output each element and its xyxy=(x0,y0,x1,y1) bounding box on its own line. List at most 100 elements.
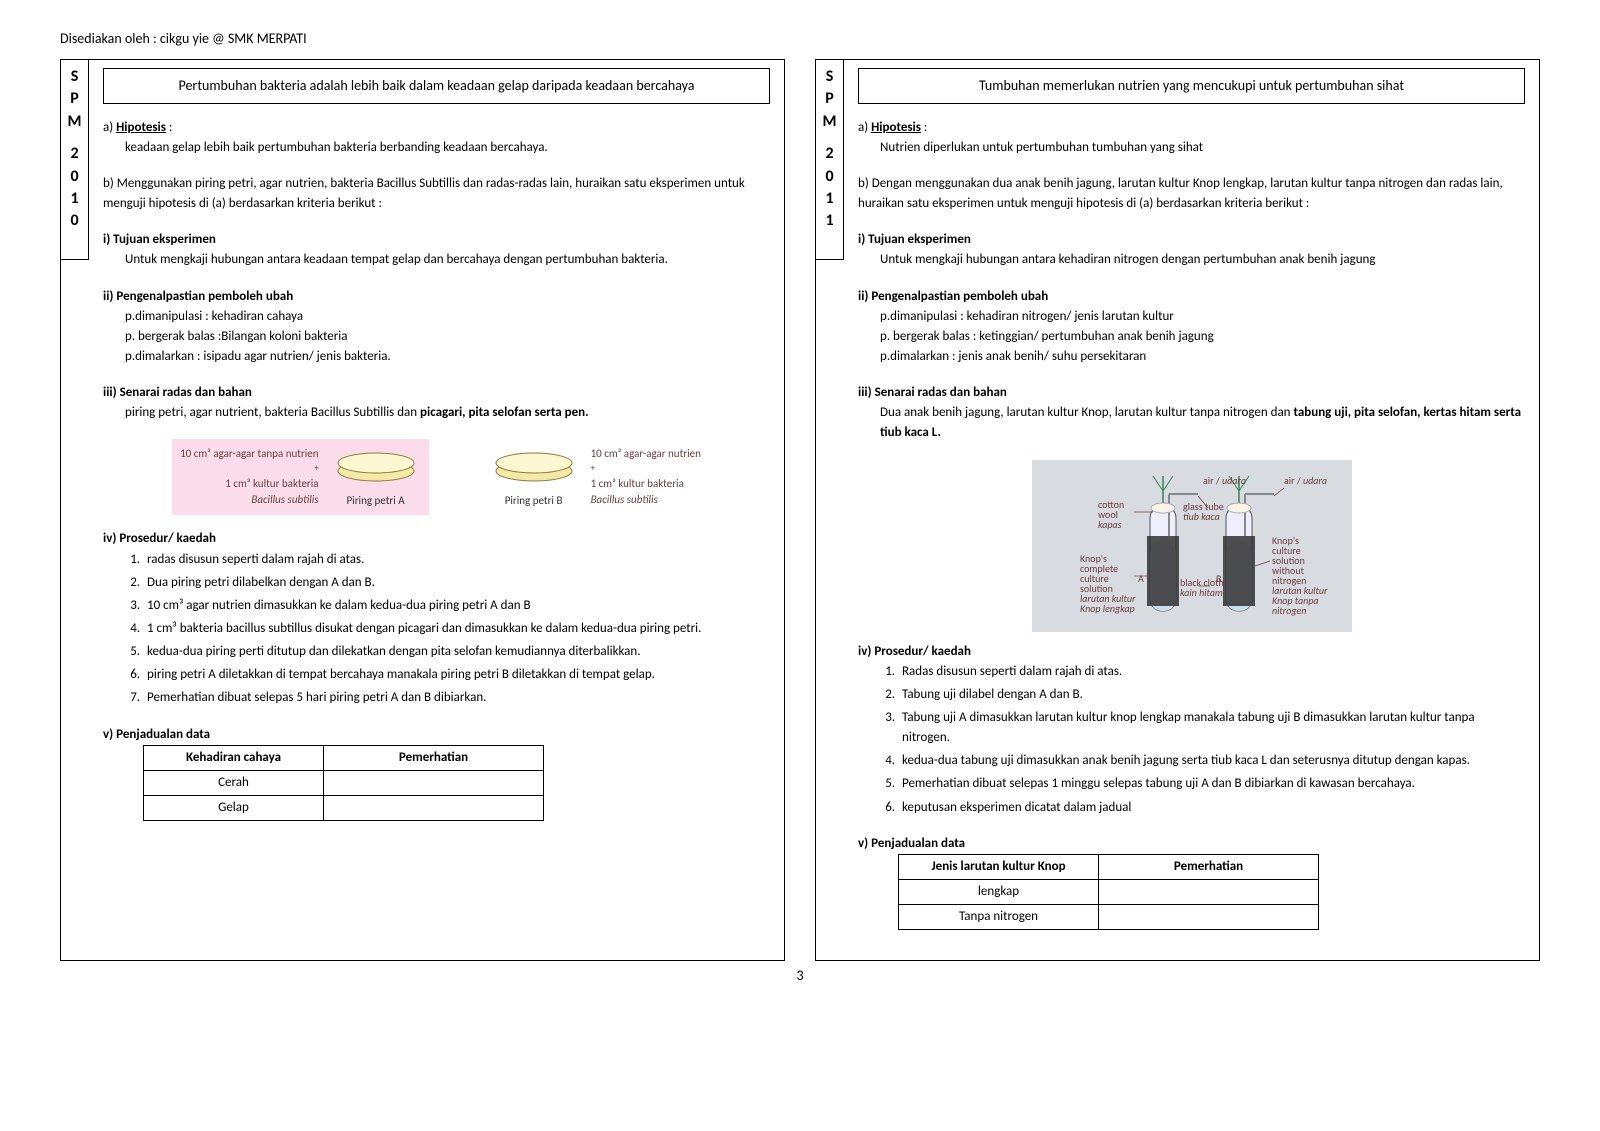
dish-b-caption: Piring petri B xyxy=(489,492,579,509)
section-ii-label: ii) Pengenalpastian pemboleh ubah xyxy=(103,287,770,307)
procedure-step: keputusan eksperimen dicatat dalam jadua… xyxy=(898,798,1525,818)
variable-constant: p.dimalarkan : isipadu agar nutrien/ jen… xyxy=(103,347,770,367)
spm-digit: 2 xyxy=(825,143,833,165)
spm-letter: P xyxy=(70,88,79,110)
test-tubes-icon: cotton wool kapas glass tube tiub kaca a… xyxy=(1038,466,1346,626)
spm-digit: 1 xyxy=(825,188,833,210)
table-header: Kehadiran cahaya xyxy=(144,745,324,770)
section-i-label: i) Tujuan eksperimen xyxy=(103,230,770,250)
spm-year-box-left: S P M 2 0 1 0 xyxy=(61,60,89,260)
right-column: S P M 2 0 1 1 Tumbuhan memerlukan nutrie… xyxy=(815,59,1540,961)
section-ii-label: ii) Pengenalpastian pemboleh ubah xyxy=(858,287,1525,307)
hypothesis-text: keadaan gelap lebih baik pertumbuhan bak… xyxy=(103,138,770,158)
spm-letter: M xyxy=(68,111,82,133)
variable-constant: p.dimalarkan : jenis anak benih/ suhu pe… xyxy=(858,347,1525,367)
spm-digit: 0 xyxy=(70,166,78,188)
procedure-step: radas disusun seperti dalam rajah di ata… xyxy=(143,550,770,570)
table-cell xyxy=(1099,905,1319,930)
spm-letter: P xyxy=(825,88,834,110)
spm-letter: S xyxy=(826,66,834,88)
fig-label: 1 cm³ kultur bakteria xyxy=(591,476,701,493)
hypothesis-heading: Hipotesis xyxy=(871,120,921,135)
variable-responding: p. bergerak balas :Bilangan koloni bakte… xyxy=(103,327,770,347)
experiment-title-right: Tumbuhan memerlukan nutrien yang mencuku… xyxy=(858,68,1525,104)
table-header: Jenis larutan kultur Knop xyxy=(899,854,1099,879)
page-number: 3 xyxy=(60,967,1540,984)
petri-dish-figure: 10 cm³ agar-agar tanpa nutrien + 1 cm³ k… xyxy=(103,439,770,515)
petri-dish-a-icon xyxy=(331,445,421,485)
section-iv-label: iv) Prosedur/ kaedah xyxy=(858,642,1525,662)
svg-text:air / udara: air / udara xyxy=(1203,474,1246,487)
svg-text:nitrogen: nitrogen xyxy=(1272,604,1306,617)
fig-label: 1 cm³ kultur bakteria xyxy=(180,476,318,493)
left-column: S P M 2 0 1 0 Pertumbuhan bakteria adala… xyxy=(60,59,785,961)
left-body: Pertumbuhan bakteria adalah lebih baik d… xyxy=(89,60,784,960)
materials-bold: picagari, pita selofan serta pen. xyxy=(420,405,589,420)
fig-label-italic: Bacillus subtilis xyxy=(591,492,701,509)
svg-text:tiub kaca: tiub kaca xyxy=(1183,510,1220,523)
procedure-step: 1 cm³ bakteria bacillus subtillus disuka… xyxy=(143,619,770,639)
section-v-label: v) Penjadualan data xyxy=(103,725,770,745)
section-i-text: Untuk mengkaji hubungan antara kehadiran… xyxy=(858,250,1525,270)
hypothesis-heading: Hipotesis xyxy=(116,120,166,135)
procedure-step: Tabung uji dilabel dengan A dan B. xyxy=(898,685,1525,705)
procedure-step: Pemerhatian dibuat selepas 1 minggu sele… xyxy=(898,774,1525,794)
hypothesis-text: Nutrien diperlukan untuk pertumbuhan tum… xyxy=(858,138,1525,158)
svg-text:A: A xyxy=(1138,572,1144,585)
section-v-label: v) Penjadualan data xyxy=(858,834,1525,854)
procedure-step: Tabung uji A dimasukkan larutan kultur k… xyxy=(898,708,1525,748)
procedure-list-right: Radas disusun seperti dalam rajah di ata… xyxy=(858,662,1525,818)
fig-label-italic: Bacillus subtilis xyxy=(180,492,318,509)
procedure-step: Radas disusun seperti dalam rajah di ata… xyxy=(898,662,1525,682)
section-a-label: a) xyxy=(103,120,116,135)
spm-digit: 2 xyxy=(70,143,78,165)
spm-digit: 0 xyxy=(825,166,833,188)
procedure-step: 10 cm³ agar nutrien dimasukkan ke dalam … xyxy=(143,596,770,616)
spm-letter: M xyxy=(823,111,837,133)
table-cell xyxy=(324,796,544,821)
variable-responding: p. bergerak balas : ketinggian/ pertumbu… xyxy=(858,327,1525,347)
procedure-step: Dua piring petri dilabelkan dengan A dan… xyxy=(143,573,770,593)
two-column-layout: S P M 2 0 1 0 Pertumbuhan bakteria adala… xyxy=(60,59,1540,961)
table-header: Pemerhatian xyxy=(1099,854,1319,879)
right-body: Tumbuhan memerlukan nutrien yang mencuku… xyxy=(844,60,1539,960)
variable-manipulated: p.dimanipulasi : kehadiran cahaya xyxy=(103,307,770,327)
section-iii-label: iii) Senarai radas dan bahan xyxy=(103,383,770,403)
spm-letter: S xyxy=(71,66,79,88)
section-b-text: b) Menggunakan piring petri, agar nutrie… xyxy=(103,174,770,214)
section-i-label: i) Tujuan eksperimen xyxy=(858,230,1525,250)
materials-text: piring petri, agar nutrient, bakteria Ba… xyxy=(125,405,420,420)
fig-label: 10 cm³ agar-agar tanpa nutrien xyxy=(180,446,318,463)
table-cell: Tanpa nitrogen xyxy=(899,905,1099,930)
spm-digit: 1 xyxy=(70,188,78,210)
svg-text:kapas: kapas xyxy=(1098,518,1122,531)
data-table-right: Jenis larutan kultur KnopPemerhatian len… xyxy=(898,854,1319,930)
dish-a-caption: Piring petri A xyxy=(331,492,421,509)
section-b-text: b) Dengan menggunakan dua anak benih jag… xyxy=(858,174,1525,214)
variable-manipulated: p.dimanipulasi : kehadiran nitrogen/ jen… xyxy=(858,307,1525,327)
spm-digit: 0 xyxy=(70,210,78,232)
table-cell: lengkap xyxy=(899,879,1099,904)
spm-year-box-right: S P M 2 0 1 1 xyxy=(816,60,844,260)
svg-text:air / udara: air / udara xyxy=(1284,474,1327,487)
table-header: Pemerhatian xyxy=(324,745,544,770)
section-i-text: Untuk mengkaji hubungan antara keadaan t… xyxy=(103,250,770,270)
spm-digit: 1 xyxy=(825,210,833,232)
procedure-step: Pemerhatian dibuat selepas 5 hari piring… xyxy=(143,688,770,708)
test-tube-figure: cotton wool kapas glass tube tiub kaca a… xyxy=(1032,460,1352,632)
section-a-label: a) xyxy=(858,120,871,135)
section-iii-label: iii) Senarai radas dan bahan xyxy=(858,383,1525,403)
procedure-step: piring petri A diletakkan di tempat berc… xyxy=(143,665,770,685)
section-iv-label: iv) Prosedur/ kaedah xyxy=(103,529,770,549)
document-header: Disediakan oleh : cikgu yie @ SMK MERPAT… xyxy=(60,30,1540,47)
procedure-step: kedua-dua tabung uji dimasukkan anak ben… xyxy=(898,751,1525,771)
fig-label: 10 cm³ agar-agar nutrien xyxy=(591,446,701,463)
svg-text:Knop lengkap: Knop lengkap xyxy=(1080,602,1135,615)
data-table-left: Kehadiran cahayaPemerhatian Cerah Gelap xyxy=(143,745,544,821)
procedure-list-left: radas disusun seperti dalam rajah di ata… xyxy=(103,550,770,709)
materials-text: Dua anak benih jagung, larutan kultur Kn… xyxy=(880,405,1293,420)
table-cell: Cerah xyxy=(144,770,324,795)
svg-text:kain hitam: kain hitam xyxy=(1180,586,1223,599)
table-cell xyxy=(324,770,544,795)
petri-dish-b-icon xyxy=(489,445,579,485)
